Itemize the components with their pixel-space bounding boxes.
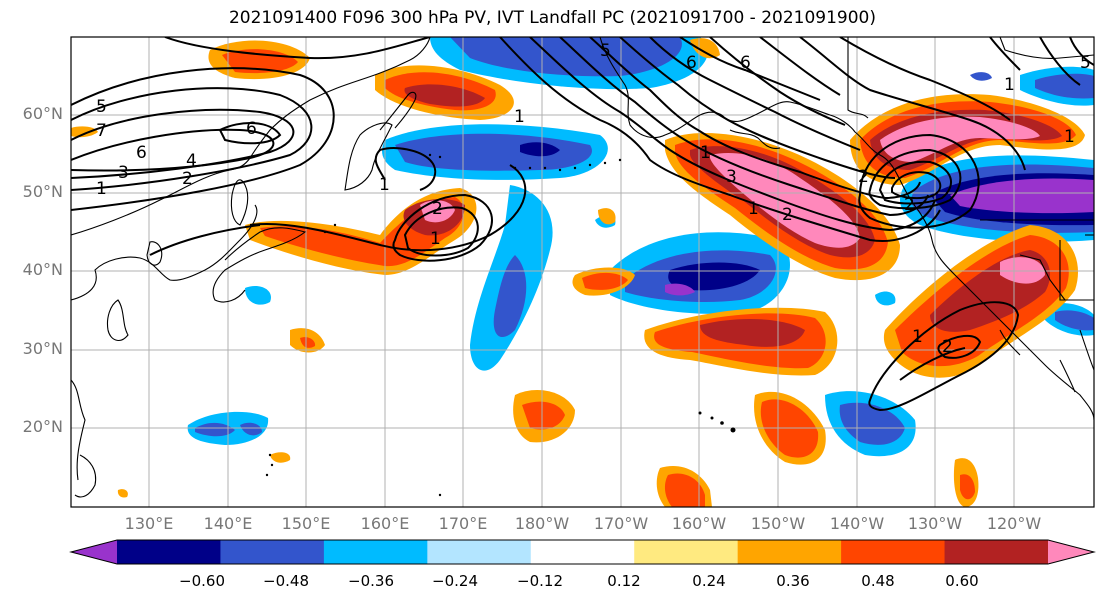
lon-label: 180°W [514, 514, 570, 533]
contour-label: 1 [1064, 127, 1075, 147]
contour-label: 3 [118, 163, 129, 183]
colorbar-segment [737, 540, 842, 564]
lat-label: 60°N [22, 104, 63, 123]
colorbar-tick-label: −0.12 [517, 572, 563, 590]
map-title: 2021091400 F096 300 hPa PV, IVT Landfall… [228, 8, 876, 28]
colorbar-tick-label: 0.60 [945, 572, 979, 590]
contour-label: 1 [96, 179, 107, 199]
contour-label: 1 [748, 199, 759, 219]
lon-label: 130°W [907, 514, 963, 533]
map-frame [70, 36, 1095, 508]
contour-label: 1 [700, 143, 711, 163]
pv-negative-anomalies [187, 37, 1094, 457]
contour-labels: 5 7 6 3 1 4 2 6 1 1 2 1 5 6 3 1 2 1 1 2 … [96, 41, 1091, 357]
contour-label: 1 [430, 229, 441, 249]
ivt-contours [71, 37, 1094, 412]
lon-label: 170°E [438, 514, 488, 533]
lon-label: 150°E [281, 514, 331, 533]
contour-label: 2 [432, 199, 443, 219]
lon-label: 130°E [124, 514, 174, 533]
contour-label: 5 [600, 41, 611, 61]
lon-label: 160°E [360, 514, 410, 533]
lon-label: 140°E [203, 514, 253, 533]
contour-label: 6 [136, 143, 147, 163]
colorbar-extend-low [71, 540, 117, 564]
colorbar-segment [323, 540, 428, 564]
colorbar-tick-label: 0.12 [607, 572, 641, 590]
contour-label: 1 [379, 175, 390, 195]
contour-label: 4 [186, 151, 197, 171]
colorbar-tick-label: −0.60 [179, 572, 225, 590]
colorbar-outline [69, 539, 1096, 565]
contour-label: 6 [246, 119, 257, 139]
contour-label: 6 [740, 53, 751, 73]
lat-label: 40°N [22, 260, 63, 279]
contour-label: 2 [858, 167, 869, 187]
lat-label: 20°N [22, 417, 63, 436]
contour-label: 2 [942, 337, 953, 357]
colorbar-segment [220, 540, 325, 564]
lat-label: 30°N [22, 339, 63, 358]
lon-label: 120°W [986, 514, 1042, 533]
colorbar-extend-high [1048, 540, 1094, 564]
colorbar-tick-label: −0.24 [432, 572, 478, 590]
contour-label: 3 [726, 167, 737, 187]
contour-label: 7 [96, 121, 107, 141]
lon-label: 140°W [829, 514, 885, 533]
colorbar-segment [530, 540, 635, 564]
colorbar-segment [634, 540, 739, 564]
contour-label: 1 [514, 107, 525, 127]
contour-label: 5 [96, 97, 107, 117]
lat-label: 50°N [22, 182, 63, 201]
colorbar-segment [117, 540, 221, 564]
colorbar-segment [427, 540, 532, 564]
lon-label: 150°W [750, 514, 806, 533]
contour-label: 6 [686, 53, 697, 73]
contour-label: 2 [904, 195, 915, 215]
colorbar-tick-label: 0.48 [861, 572, 895, 590]
colorbar-segment [944, 540, 1049, 564]
contour-label: 5 [1080, 53, 1091, 73]
colorbar-tick-label: 0.24 [692, 572, 726, 590]
contour-label: 2 [782, 205, 793, 225]
colorbar-tick-label: −0.48 [263, 572, 309, 590]
colorbar-tick-label: 0.36 [776, 572, 810, 590]
colorbar-tick-label: −0.36 [348, 572, 394, 590]
contour-label: 1 [912, 327, 923, 347]
contour-label: 1 [1004, 75, 1015, 95]
contour-label: 2 [182, 169, 193, 189]
lon-label: 170°W [593, 514, 649, 533]
coastlines [71, 37, 1094, 498]
lon-label: 160°W [671, 514, 727, 533]
colorbar-segment [841, 540, 946, 564]
